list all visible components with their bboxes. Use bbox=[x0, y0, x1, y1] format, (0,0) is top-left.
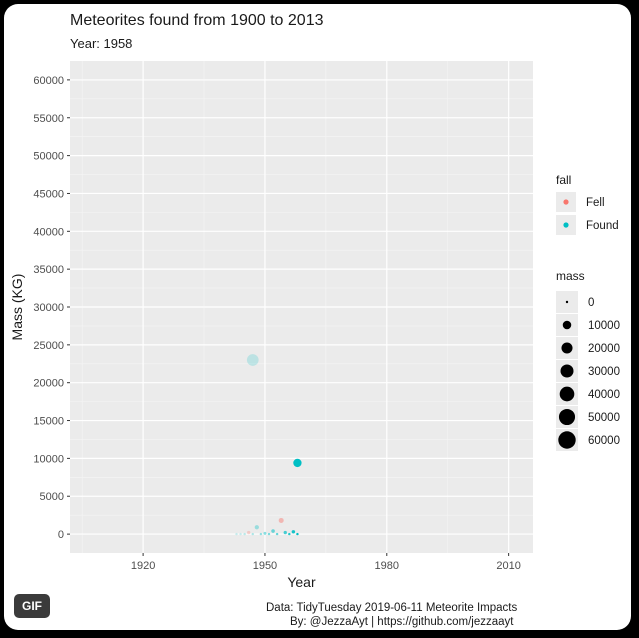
y-tick-label: 15000 bbox=[33, 416, 64, 428]
legend-size-label: 60000 bbox=[588, 435, 620, 447]
scatter-plot: 0 5000 10000 15000 20000 25000 30000 35000 40000… bbox=[9, 61, 620, 590]
y-tick-label: 10000 bbox=[33, 453, 64, 465]
y-tick-label: 60000 bbox=[33, 75, 64, 87]
legend-size-key bbox=[558, 431, 576, 449]
legend-size-label: 50000 bbox=[588, 412, 620, 424]
animation-frame: Meteorites found from 1900 to 2013 Year:… bbox=[4, 4, 631, 630]
legend-mass-title: mass bbox=[556, 269, 585, 283]
legend-key-fell bbox=[563, 199, 569, 205]
legend-fall-title: fall bbox=[556, 173, 571, 187]
data-point bbox=[278, 517, 284, 523]
data-point bbox=[283, 530, 287, 535]
legend-size-label: 40000 bbox=[588, 389, 620, 401]
y-tick-label: 30000 bbox=[33, 302, 64, 314]
data-point bbox=[271, 529, 275, 533]
data-point bbox=[293, 458, 302, 468]
y-tick-label: 35000 bbox=[33, 264, 64, 276]
legend-fall: fall Fell Found bbox=[556, 173, 619, 235]
author-credit: By: @JezzaAyt | https://github.com/jezza… bbox=[290, 616, 514, 628]
data-point bbox=[288, 532, 291, 536]
chart-subtitle: Year: 1958 bbox=[70, 36, 133, 51]
legend-size-key bbox=[559, 386, 575, 402]
data-point bbox=[246, 354, 259, 366]
y-tick-label: 40000 bbox=[33, 226, 64, 238]
legend-size-label: 20000 bbox=[588, 343, 620, 355]
x-tick-label: 1980 bbox=[375, 560, 399, 572]
y-tick-label: 25000 bbox=[33, 340, 64, 352]
legend-mass: mass 0 10000 20000 30000 40000 50000 60000 bbox=[556, 269, 620, 451]
legend-size-key bbox=[562, 320, 572, 330]
data-point bbox=[251, 532, 254, 536]
data-point bbox=[247, 530, 251, 535]
chart-title: Meteorites found from 1900 to 2013 bbox=[70, 12, 324, 29]
legend-size-key bbox=[561, 342, 573, 354]
data-point bbox=[291, 530, 296, 534]
y-tick-label: 20000 bbox=[33, 378, 64, 390]
data-point bbox=[239, 532, 242, 536]
data-point bbox=[235, 532, 238, 536]
y-axis-label: Mass (KG) bbox=[9, 274, 25, 341]
x-axis-label: Year bbox=[287, 574, 316, 590]
legend-label-fell: Fell bbox=[586, 197, 605, 209]
y-axis: 0 5000 10000 15000 20000 25000 30000 35000 40000… bbox=[33, 75, 70, 541]
grid-major bbox=[70, 61, 533, 553]
x-tick-label: 1950 bbox=[253, 560, 277, 572]
legend-size-label: 0 bbox=[588, 297, 594, 309]
data-point bbox=[296, 532, 299, 536]
x-tick-label: 1920 bbox=[131, 560, 155, 572]
y-tick-label: 55000 bbox=[33, 113, 64, 125]
x-axis: 1920 1950 1980 2010 bbox=[131, 553, 521, 572]
data-point bbox=[259, 532, 263, 536]
legend-size-key bbox=[558, 408, 576, 426]
data-point bbox=[267, 532, 271, 536]
gif-badge[interactable]: GIF bbox=[14, 594, 50, 618]
y-tick-label: 45000 bbox=[33, 188, 64, 200]
legend-size-label: 30000 bbox=[588, 366, 620, 378]
data-point bbox=[243, 532, 246, 536]
data-point bbox=[275, 532, 279, 536]
data-credit: Data: TidyTuesday 2019-06-11 Meteorite I… bbox=[266, 602, 518, 614]
y-tick-label: 5000 bbox=[40, 491, 64, 503]
y-tick-label: 0 bbox=[58, 529, 64, 541]
data-point bbox=[254, 525, 259, 530]
legend-size-key bbox=[565, 300, 569, 304]
legend-size-key bbox=[560, 364, 574, 378]
legend-key-found bbox=[563, 222, 569, 228]
legend-size-label: 10000 bbox=[588, 320, 620, 332]
data-point bbox=[263, 531, 267, 535]
y-tick-label: 50000 bbox=[33, 151, 64, 163]
x-tick-label: 2010 bbox=[496, 560, 520, 572]
legend-label-found: Found bbox=[586, 220, 619, 232]
data-points bbox=[235, 354, 302, 536]
